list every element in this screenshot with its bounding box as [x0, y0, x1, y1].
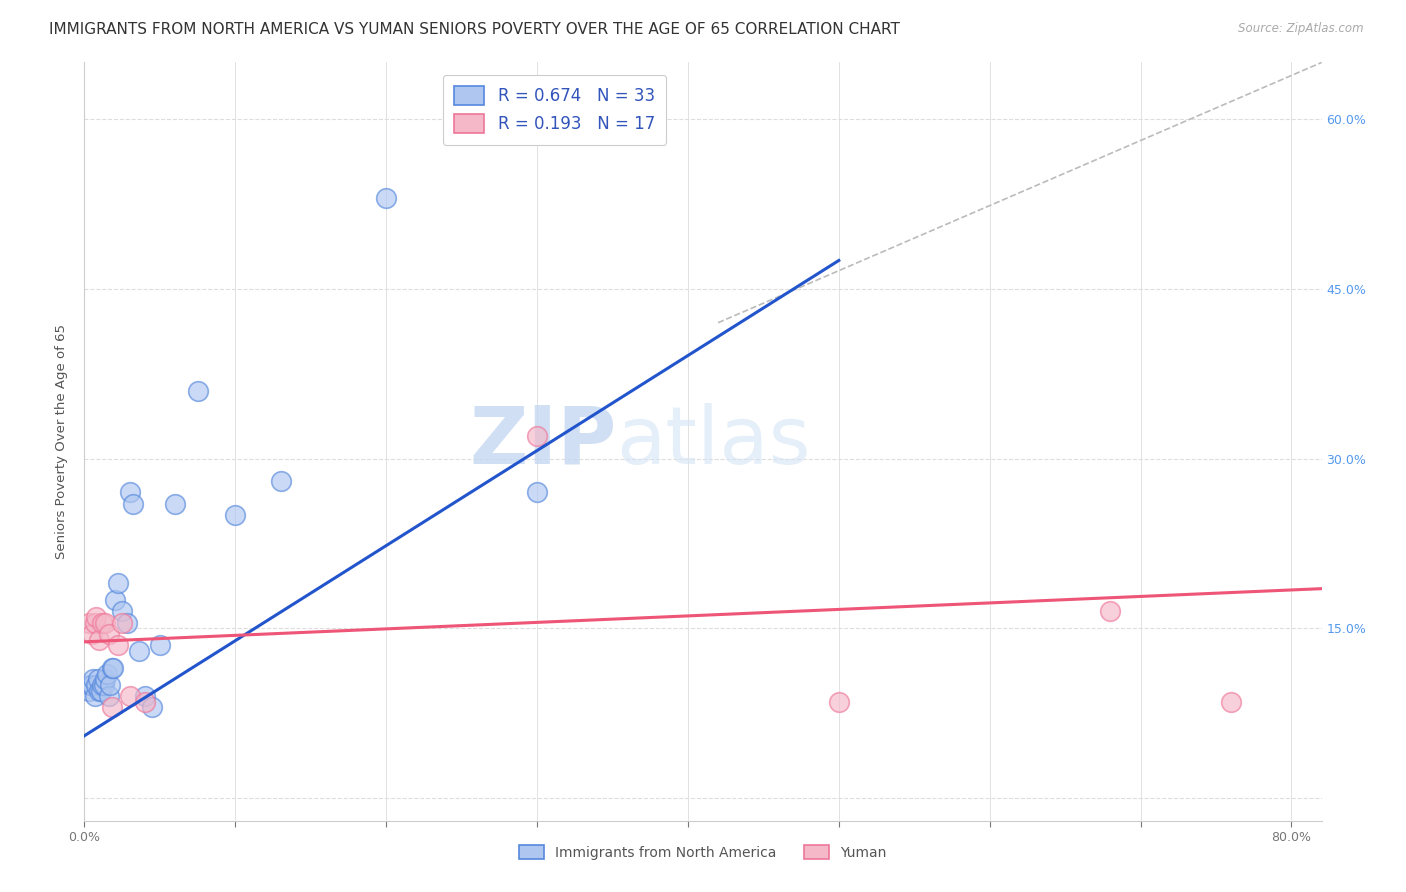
Legend: Immigrants from North America, Yuman: Immigrants from North America, Yuman: [512, 838, 894, 867]
Point: [828, 695, 851, 709]
Point: [526, 429, 548, 443]
Text: IMMIGRANTS FROM NORTH AMERICA VS YUMAN SENIORS POVERTY OVER THE AGE OF 65 CORREL: IMMIGRANTS FROM NORTH AMERICA VS YUMAN S…: [49, 22, 900, 37]
Point: [79, 678, 101, 692]
Point: [128, 644, 150, 658]
Point: [80, 627, 103, 641]
Point: [80, 678, 103, 692]
Point: [96, 666, 118, 681]
Point: [91, 615, 114, 630]
Point: [107, 638, 129, 652]
Point: [86, 610, 108, 624]
Point: [526, 485, 548, 500]
Text: Source: ZipAtlas.com: Source: ZipAtlas.com: [1239, 22, 1364, 36]
Point: [111, 615, 134, 630]
Text: ZIP: ZIP: [470, 402, 616, 481]
Point: [89, 683, 111, 698]
Point: [375, 191, 398, 205]
Point: [186, 384, 208, 398]
Point: [87, 672, 110, 686]
Point: [97, 689, 120, 703]
Point: [94, 672, 117, 686]
Point: [93, 678, 115, 692]
Point: [82, 672, 104, 686]
Point: [94, 615, 117, 630]
Point: [121, 497, 143, 511]
Point: [84, 689, 107, 703]
Y-axis label: Seniors Poverty Over the Age of 65: Seniors Poverty Over the Age of 65: [55, 324, 69, 559]
Point: [149, 638, 172, 652]
Point: [141, 700, 163, 714]
Point: [90, 683, 112, 698]
Point: [134, 689, 156, 703]
Text: atlas: atlas: [616, 402, 811, 481]
Point: [134, 695, 156, 709]
Point: [107, 576, 129, 591]
Point: [103, 593, 125, 607]
Point: [111, 604, 134, 618]
Point: [115, 615, 138, 630]
Point: [77, 683, 100, 698]
Point: [84, 615, 107, 630]
Point: [100, 661, 122, 675]
Point: [118, 485, 141, 500]
Point: [101, 661, 124, 675]
Point: [1099, 604, 1122, 618]
Point: [100, 700, 122, 714]
Point: [86, 678, 108, 692]
Point: [1220, 695, 1243, 709]
Point: [89, 632, 111, 647]
Point: [77, 615, 100, 630]
Point: [270, 474, 292, 488]
Point: [91, 678, 114, 692]
Point: [224, 508, 246, 522]
Point: [118, 689, 141, 703]
Point: [98, 678, 121, 692]
Point: [97, 627, 120, 641]
Point: [163, 497, 186, 511]
